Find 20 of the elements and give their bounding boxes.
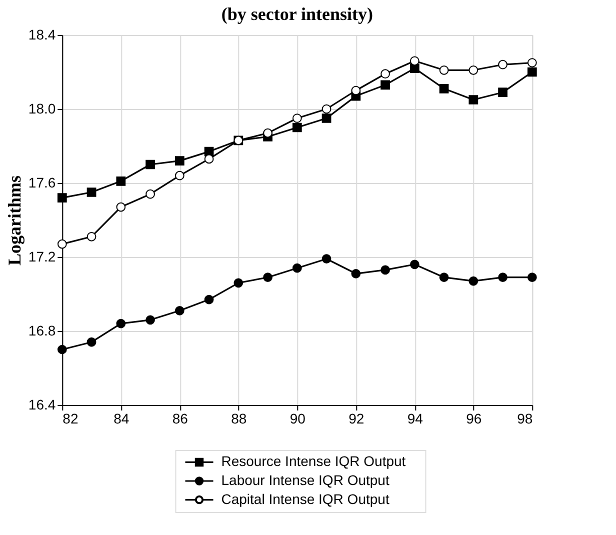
y-tick-label: 18.0 xyxy=(28,100,56,116)
y-tick-label: 18.4 xyxy=(28,26,56,42)
x-tick-label: 94 xyxy=(407,410,424,426)
y-tick-label: 16.8 xyxy=(28,322,56,338)
x-tick-label: 84 xyxy=(114,410,130,426)
x-tick-label: 88 xyxy=(231,410,247,426)
x-tick-label: 92 xyxy=(348,410,364,426)
x-tick-label: 90 xyxy=(290,410,306,426)
y-tick-label: 17.2 xyxy=(28,248,56,264)
legend-label: Resource Intense IQR Output xyxy=(221,453,406,470)
x-tick-label: 82 xyxy=(62,410,78,426)
chart-title: (by sector intensity) xyxy=(221,4,373,24)
y-axis-title: Logarithms xyxy=(4,176,24,266)
x-tick-label: 86 xyxy=(172,410,188,426)
legend-label: Capital Intense IQR Output xyxy=(221,490,390,507)
x-tick-label: 96 xyxy=(466,410,482,426)
y-tick-label: 17.6 xyxy=(28,174,56,190)
y-tick-label: 16.4 xyxy=(28,396,56,412)
legend-label: Labour Intense IQR Output xyxy=(221,472,390,488)
x-tick-label: 98 xyxy=(517,410,533,426)
